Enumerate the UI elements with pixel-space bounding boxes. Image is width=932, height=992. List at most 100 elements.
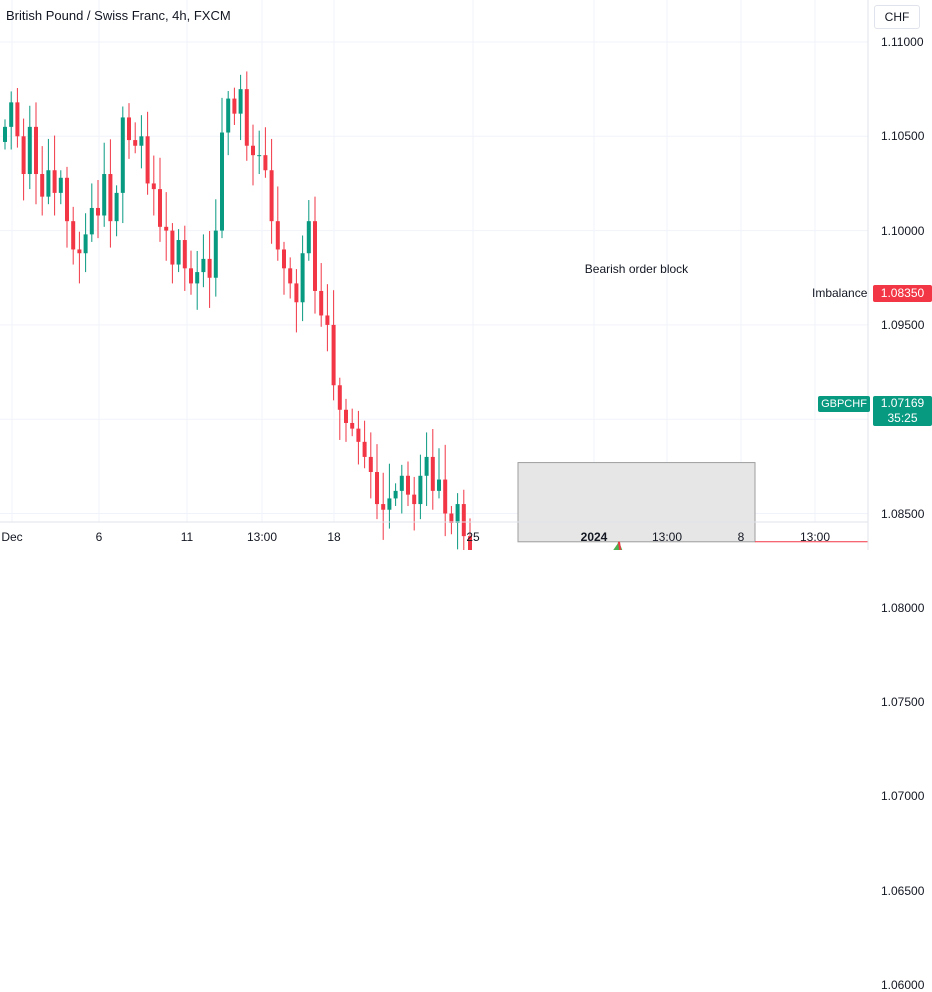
candle-body[interactable] xyxy=(263,155,268,171)
bar-countdown: 35:25 xyxy=(887,411,918,425)
candle-body[interactable] xyxy=(58,177,63,193)
candle-body[interactable] xyxy=(350,422,355,429)
candle-body[interactable] xyxy=(418,475,423,505)
projection-up-arrowhead xyxy=(613,541,623,550)
candle-body[interactable] xyxy=(244,89,249,146)
candle-body[interactable] xyxy=(300,253,305,303)
candle-body[interactable] xyxy=(461,504,466,537)
price-tick-label: 1.11000 xyxy=(881,35,924,49)
candle-body[interactable] xyxy=(412,494,417,505)
candle-body[interactable] xyxy=(189,268,193,284)
candle-body[interactable] xyxy=(232,98,237,114)
time-tick-label: 2024 xyxy=(580,530,608,544)
candle-body[interactable] xyxy=(356,428,361,442)
candle-body[interactable] xyxy=(40,174,45,197)
candle-body[interactable] xyxy=(282,249,286,269)
candle-body[interactable] xyxy=(437,479,441,491)
candle-body[interactable] xyxy=(251,145,255,156)
candle-body[interactable] xyxy=(269,170,274,222)
time-tick-label: 11 xyxy=(180,530,194,544)
candles xyxy=(3,71,472,550)
candle-body[interactable] xyxy=(9,102,14,127)
chart-title: British Pound / Swiss Franc, 4h, FXCM xyxy=(6,8,231,23)
candle-body[interactable] xyxy=(306,221,311,254)
price-tick-label: 1.09500 xyxy=(881,317,925,332)
candle-body[interactable] xyxy=(145,136,150,184)
candle-body[interactable] xyxy=(139,136,144,146)
candle-body[interactable] xyxy=(294,283,299,303)
candle-body[interactable] xyxy=(362,441,367,457)
candle-body[interactable] xyxy=(337,385,342,410)
candle-body[interactable] xyxy=(238,89,243,114)
time-tick-label: 18 xyxy=(327,530,341,544)
price-tick-label: 1.07000 xyxy=(881,789,925,804)
candle-body[interactable] xyxy=(83,234,88,254)
candle-body[interactable] xyxy=(15,102,20,137)
candle-body[interactable] xyxy=(133,140,138,146)
candle-body[interactable] xyxy=(96,207,100,216)
candle-body[interactable] xyxy=(52,170,57,193)
time-tick-label: 13:00 xyxy=(799,530,831,544)
candle-body[interactable] xyxy=(34,126,38,175)
candle-body[interactable] xyxy=(201,258,206,273)
candle-body[interactable] xyxy=(430,456,435,491)
candle-body[interactable] xyxy=(381,504,386,510)
candle-body[interactable] xyxy=(387,498,392,510)
candle-body[interactable] xyxy=(65,177,69,222)
candle-body[interactable] xyxy=(325,315,330,325)
candle-body[interactable] xyxy=(220,132,224,231)
last-price-value: 1.07169 xyxy=(880,396,925,410)
candle-body[interactable] xyxy=(443,479,448,514)
price-tick-label: 1.08000 xyxy=(881,600,925,615)
candle-body[interactable] xyxy=(257,155,262,157)
candle-body[interactable] xyxy=(108,174,113,222)
currency-selector[interactable]: CHF xyxy=(874,5,920,29)
candle-body[interactable] xyxy=(213,230,218,278)
candle-body[interactable] xyxy=(151,183,156,190)
candle-body[interactable] xyxy=(46,170,51,197)
candle-body[interactable] xyxy=(449,513,454,523)
candle-body[interactable] xyxy=(89,207,94,235)
time-tick-label: 6 xyxy=(95,530,103,544)
candle-body[interactable] xyxy=(195,272,200,284)
candle-body[interactable] xyxy=(344,409,348,423)
candle-body[interactable] xyxy=(275,221,280,250)
candle-body[interactable] xyxy=(176,240,181,265)
candle-body[interactable] xyxy=(77,249,82,254)
candle-body[interactable] xyxy=(393,490,398,499)
candle-body[interactable] xyxy=(313,221,317,291)
candle-body[interactable] xyxy=(375,472,379,505)
price-tick-label: 1.10000 xyxy=(881,223,925,238)
candle-body[interactable] xyxy=(207,258,212,278)
candle-body[interactable] xyxy=(114,192,119,222)
candle-body[interactable] xyxy=(468,536,472,550)
candle-body[interactable] xyxy=(226,98,231,133)
candle-body[interactable] xyxy=(182,240,187,269)
chart-canvas[interactable] xyxy=(0,0,932,550)
candle-body[interactable] xyxy=(368,456,373,473)
candle-body[interactable] xyxy=(27,126,32,175)
candle-body[interactable] xyxy=(164,226,169,231)
candle-body[interactable] xyxy=(319,290,324,316)
candle-body[interactable] xyxy=(399,475,404,491)
candle-body[interactable] xyxy=(170,230,175,265)
candle-body[interactable] xyxy=(331,324,336,386)
candle-body[interactable] xyxy=(406,475,410,495)
candle-body[interactable] xyxy=(71,221,76,250)
price-tick-label: 1.08500 xyxy=(881,506,925,521)
candle-body[interactable] xyxy=(3,126,7,142)
imbalance-price-badge: 1.08350 xyxy=(873,285,932,302)
candle-body[interactable] xyxy=(288,268,293,284)
candle-body[interactable] xyxy=(455,504,460,523)
candle-body[interactable] xyxy=(158,189,162,227)
candle-body[interactable] xyxy=(127,117,131,141)
candle-body[interactable] xyxy=(120,117,125,193)
symbol-badge: GBPCHF xyxy=(818,396,870,412)
time-tick-label: 8 xyxy=(737,530,745,544)
last-price-badge: 1.07169 35:25 xyxy=(873,396,932,426)
candle-body[interactable] xyxy=(424,456,429,476)
candle-body[interactable] xyxy=(21,136,26,175)
price-tick-label: 1.10500 xyxy=(881,129,925,144)
order-block-zone[interactable] xyxy=(517,462,756,543)
candle-body[interactable] xyxy=(102,174,107,216)
